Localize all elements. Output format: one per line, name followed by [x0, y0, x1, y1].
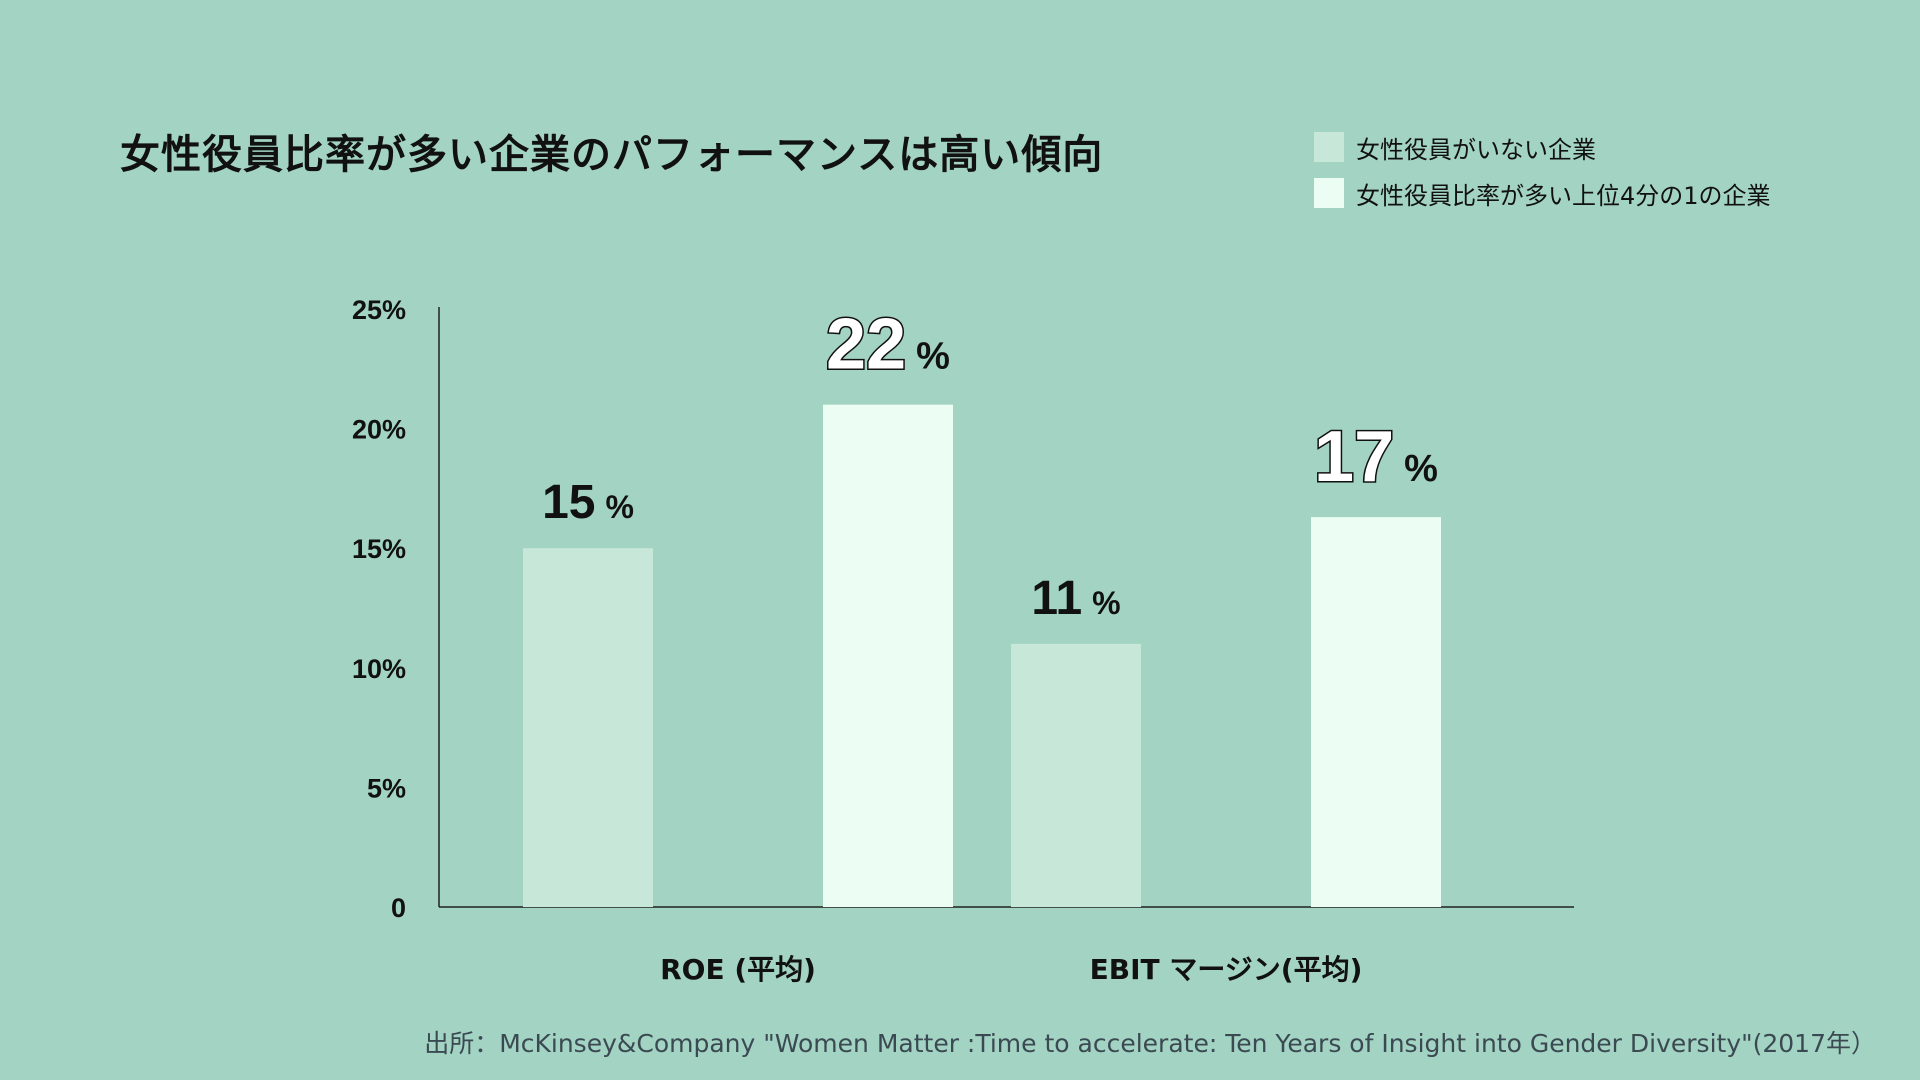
y-tick-label: 20% — [352, 415, 406, 445]
legend-swatch-1 — [1314, 132, 1344, 162]
y-tick-label: 0 — [391, 893, 406, 923]
y-tick-label: 25% — [352, 295, 406, 325]
legend-item-top-quartile: 女性役員比率が多い上位4分の1の企業 — [1314, 178, 1771, 210]
chart-title: 女性役員比率が多い企業のパフォーマンスは高い傾向 — [120, 132, 1104, 178]
x-category-label: EBIT マージン(平均) — [1090, 953, 1363, 986]
legend: 女性役員がいない企業 女性役員比率が多い上位4分の1の企業 — [1314, 132, 1771, 224]
y-tick-label: 5% — [367, 773, 406, 803]
data-label-unit: % — [605, 489, 633, 525]
legend-label-1: 女性役員がいない企業 — [1356, 135, 1596, 164]
bar-series-2 — [823, 404, 953, 907]
legend-item-no-female-executives: 女性役員がいない企業 — [1314, 132, 1771, 164]
data-label: 22% — [826, 305, 950, 385]
data-label-unit: % — [1092, 585, 1120, 621]
bar-series-2 — [1311, 517, 1441, 907]
data-label-value: 17 — [1314, 417, 1394, 497]
bar-series-1 — [523, 548, 653, 907]
data-label-value: 11 — [1031, 572, 1082, 625]
data-label-value: 15 — [542, 476, 595, 529]
data-label-unit: % — [1404, 448, 1438, 490]
data-label: 11% — [1031, 572, 1120, 625]
bar-series-1 — [1011, 643, 1141, 907]
legend-label-2: 女性役員比率が多い上位4分の1の企業 — [1356, 181, 1771, 210]
y-tick-label: 10% — [352, 654, 406, 684]
data-label-value: 22 — [826, 305, 906, 385]
bar-chart: 05%10%15%20%25%15 %22 %ROE (平均)11 %17 %EBIT … — [352, 295, 1574, 986]
y-tick-label: 15% — [352, 534, 406, 564]
legend-swatch-2 — [1314, 178, 1344, 208]
source-note: 出所：McKinsey&Company "Women Matter :Time … — [424, 1029, 1876, 1058]
data-label: 17% — [1314, 417, 1438, 497]
data-label-unit: % — [916, 336, 950, 378]
x-category-label: ROE (平均) — [660, 953, 816, 986]
data-label: 15% — [542, 476, 634, 529]
